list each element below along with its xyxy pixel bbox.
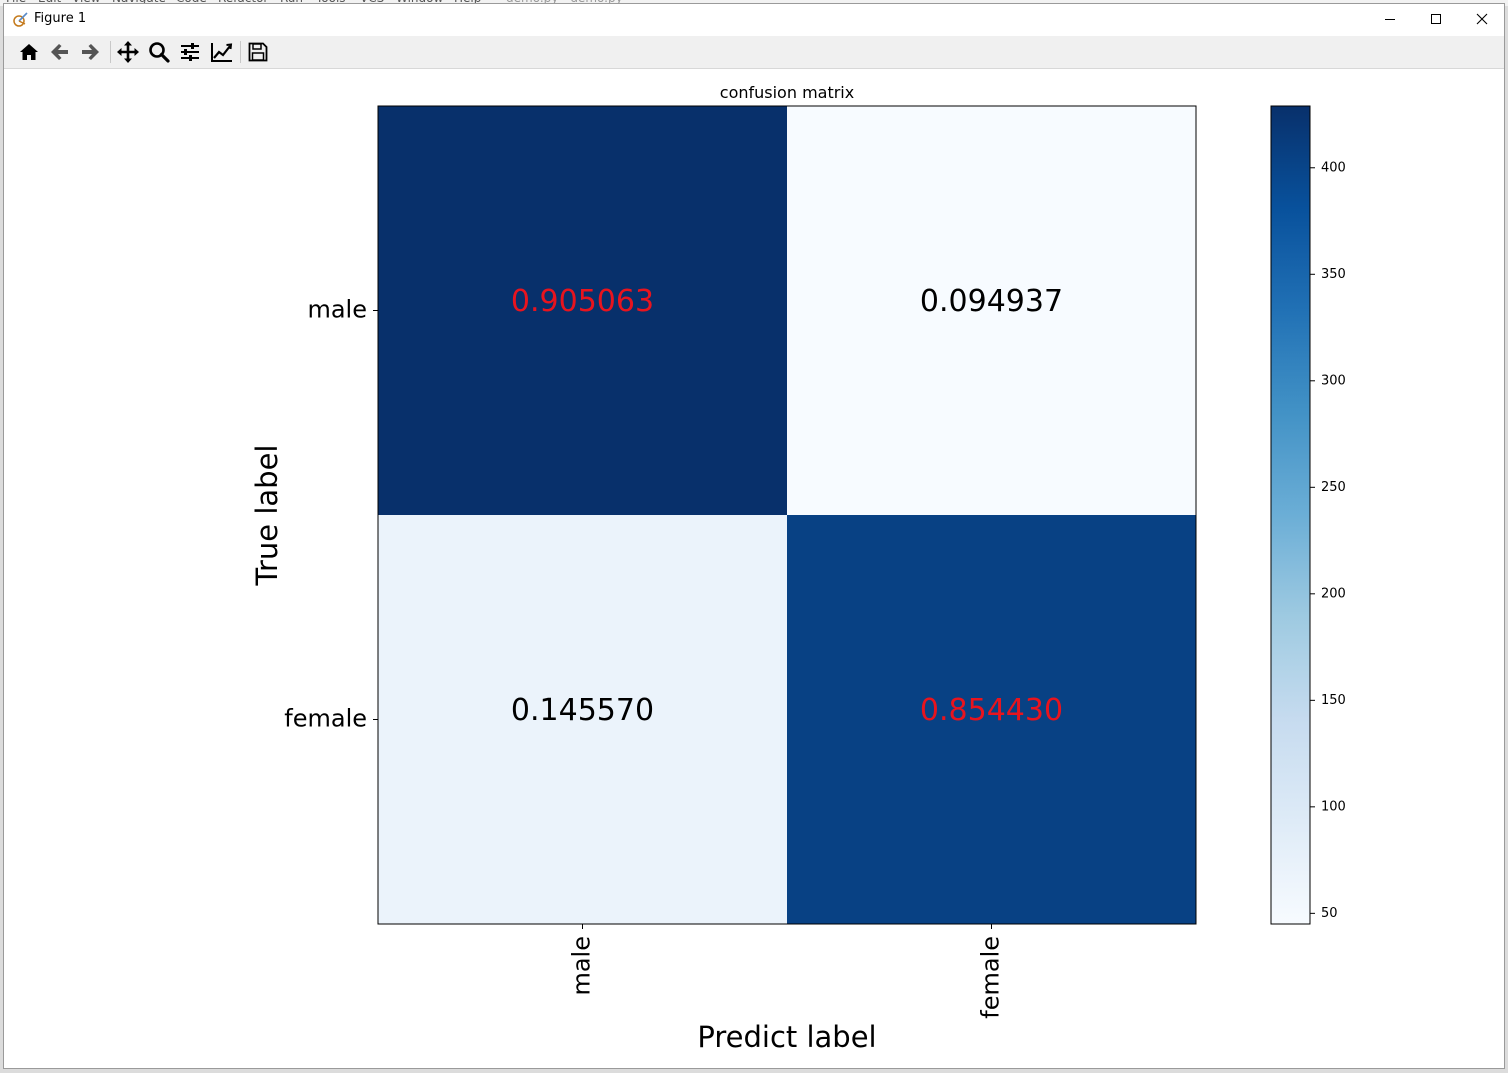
configure-subplots-button[interactable] (176, 39, 204, 65)
figure-canvas: 0.905063 0.094937 0.145570 0.854430 confusio… (4, 69, 1504, 1068)
y-tick-label: male (307, 296, 367, 324)
cell-value-label: 0.905063 (511, 284, 654, 319)
colorbar-tick-label: 400 (1321, 160, 1346, 175)
back-button[interactable] (46, 39, 74, 65)
cell-value-label: 0.094937 (920, 284, 1063, 319)
forward-button[interactable] (76, 39, 104, 65)
cell-value-label: 0.854430 (920, 693, 1063, 728)
pan-button[interactable] (114, 39, 142, 65)
title-bar: Figure 1 (4, 4, 1504, 36)
background-menu-item: Edit (38, 0, 61, 5)
background-menu-item: Window (396, 0, 443, 5)
floppy-disk-icon (248, 42, 268, 62)
y-axis-label: True label (250, 445, 284, 587)
arrow-right-icon (82, 44, 99, 60)
colorbar-tick-label: 150 (1321, 693, 1346, 708)
background-menu-item: Run (280, 0, 303, 5)
y-tick-label: female (284, 705, 367, 733)
cell-value-label: 0.145570 (511, 693, 654, 728)
background-menu-item: Refactor (218, 0, 268, 5)
background-menu-item: VCS (360, 0, 384, 5)
figure-window: Figure 1 (3, 3, 1505, 1069)
background-menu-item: Code (176, 0, 207, 5)
line-chart-icon (211, 43, 233, 62)
colorbar-tick-label: 300 (1321, 373, 1346, 388)
home-button[interactable] (15, 39, 43, 65)
colorbar-tick-label: 100 (1321, 799, 1346, 814)
colorbar-tick-label: 50 (1321, 906, 1338, 921)
minimize-icon (1385, 19, 1395, 20)
sliders-icon (181, 43, 199, 61)
toolbar-separator (110, 41, 111, 63)
x-tick-label: female (977, 936, 1005, 1019)
background-menu-item: File (6, 0, 26, 5)
matrix-cell (378, 515, 787, 924)
save-button[interactable] (244, 39, 272, 65)
window-title: Figure 1 (34, 11, 87, 26)
colorbar-tick-label: 200 (1321, 586, 1346, 601)
background-menu-item: demo.py - demo.py (506, 0, 623, 5)
background-menu-item: View (72, 0, 100, 5)
matplotlib-app-icon (13, 12, 28, 27)
background-menu-item: Help (454, 0, 481, 5)
home-icon (20, 44, 38, 60)
magnifier-icon (149, 42, 170, 63)
maximize-button[interactable] (1413, 4, 1459, 34)
colorbar-tick-label: 250 (1321, 480, 1346, 495)
axes-frame (377, 105, 1197, 925)
zoom-button[interactable] (145, 39, 173, 65)
navigation-toolbar (4, 36, 1504, 69)
matrix-cell (787, 106, 1196, 515)
edit-axis-button[interactable] (208, 39, 236, 65)
toolbar-separator (240, 41, 241, 63)
colorbar-tick-label: 350 (1321, 267, 1346, 282)
chart-title: confusion matrix (720, 83, 854, 102)
close-button[interactable] (1459, 4, 1505, 34)
colorbar (1270, 105, 1311, 925)
x-axis-label: Predict label (697, 1020, 876, 1054)
arrow-left-icon (51, 44, 68, 60)
x-tick-label: male (568, 936, 596, 996)
matrix-cell (378, 106, 787, 515)
background-menu-item: Tools (316, 0, 346, 5)
close-icon (1476, 13, 1488, 25)
move-icon (117, 41, 139, 63)
minimize-button[interactable] (1367, 4, 1413, 34)
matrix-cell (787, 515, 1196, 924)
background-menu-item: Navigate (112, 0, 166, 5)
maximize-icon (1431, 14, 1441, 24)
